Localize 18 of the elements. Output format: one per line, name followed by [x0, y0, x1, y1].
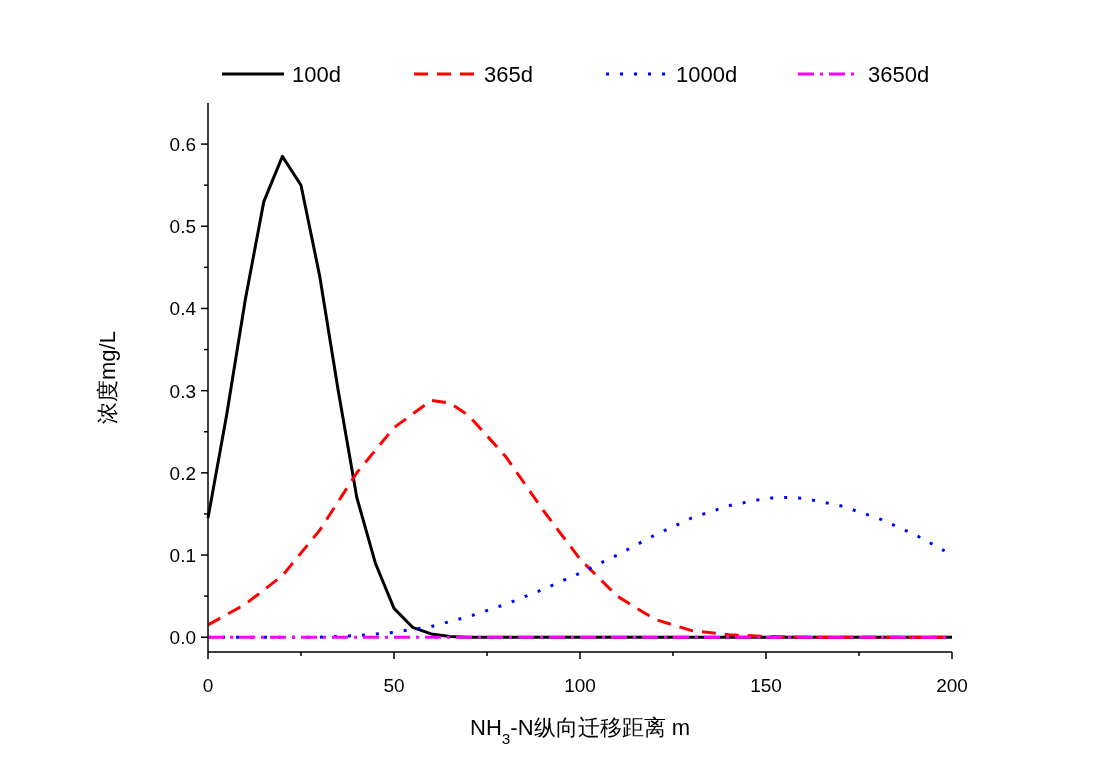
- y-tick-label: 0.6: [169, 134, 196, 156]
- x-tick-label: 150: [750, 675, 782, 696]
- legend-label: 100d: [292, 62, 341, 87]
- y-tick-label: 0.3: [169, 380, 196, 402]
- x-tick-label: 200: [936, 675, 968, 696]
- legend-label: 365d: [484, 62, 533, 87]
- legend-label: 1000d: [676, 62, 738, 87]
- x-tick-label: 50: [383, 675, 405, 696]
- y-tick-label: 0.1: [169, 545, 196, 567]
- x-tick-label: 100: [564, 675, 596, 696]
- y-tick-label: 0.5: [169, 216, 196, 238]
- x-axis-title: NH$_{3}$-N纵向迁移距离 m: [470, 715, 690, 747]
- x-tick-label: 0: [202, 675, 214, 696]
- y-tick-label: 0.2: [169, 462, 196, 484]
- legend-label: 3650d: [868, 62, 930, 87]
- y-tick-label: 0.4: [169, 298, 197, 320]
- y-axis-title: 浓度mg/L: [95, 331, 120, 424]
- y-tick-label: 0.0: [169, 627, 196, 649]
